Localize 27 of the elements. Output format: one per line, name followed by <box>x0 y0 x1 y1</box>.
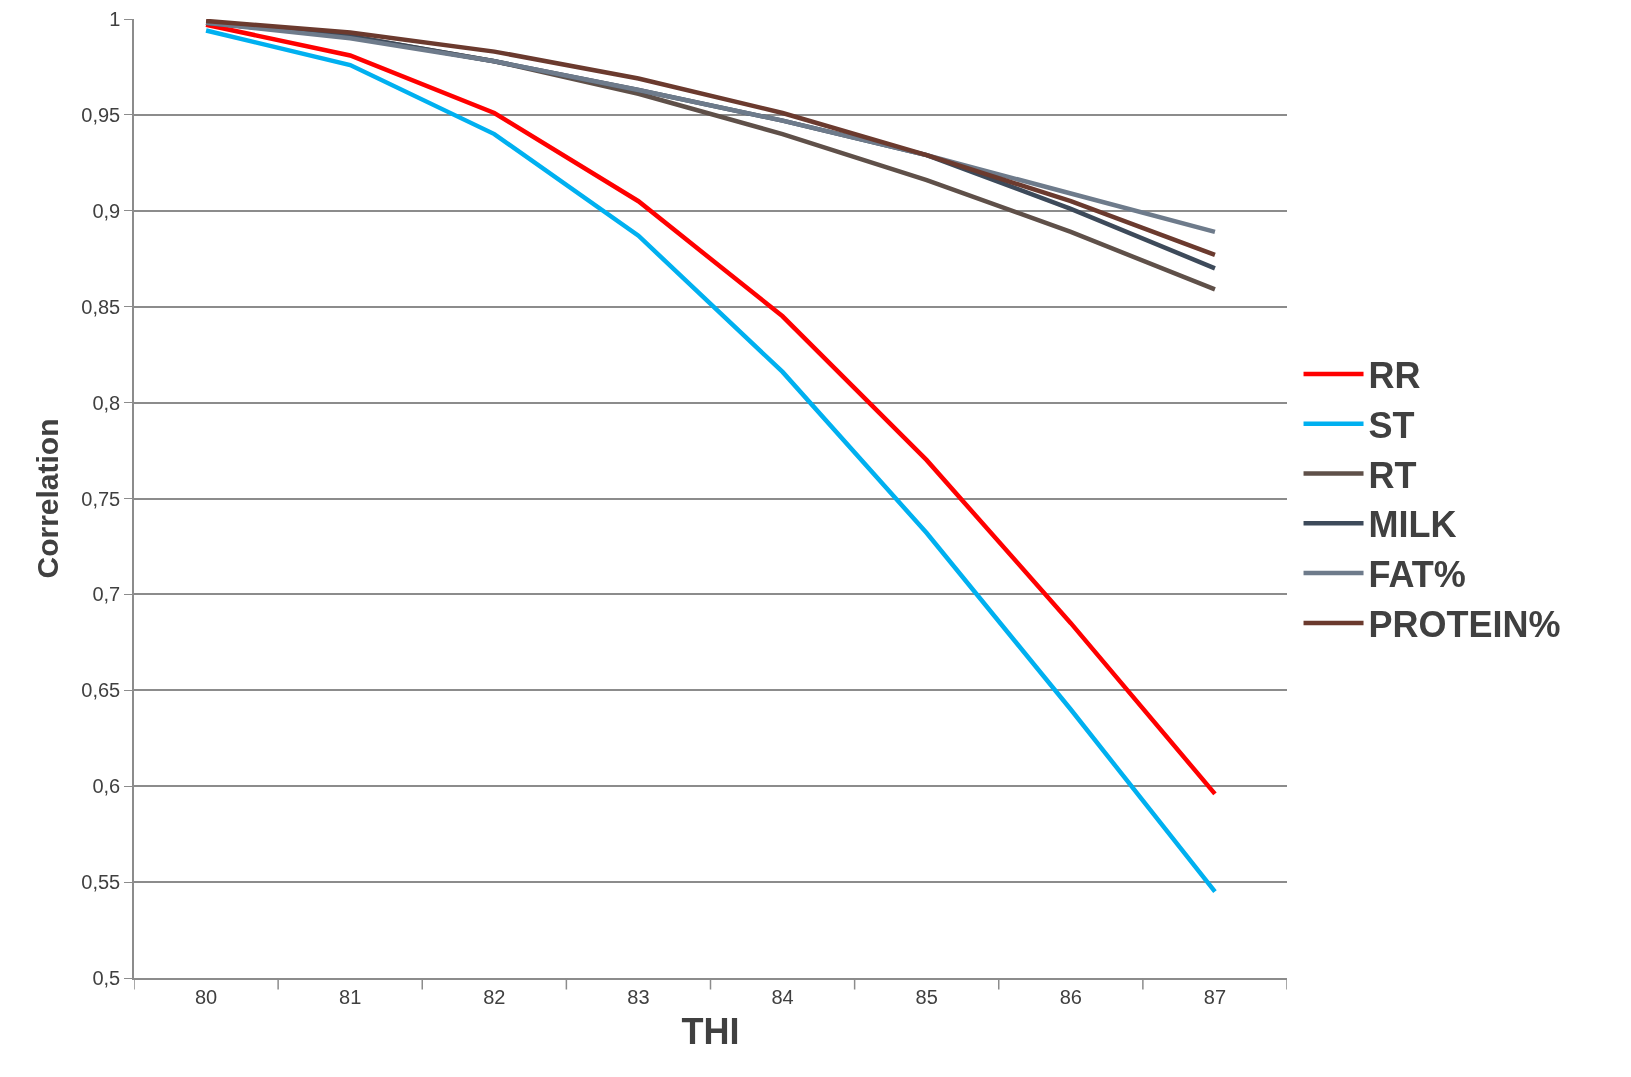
x-tick-label: 87 <box>1203 985 1227 1008</box>
x-tick-label: 81 <box>339 985 362 1008</box>
y-tick-label: 0,6 <box>92 775 121 798</box>
y-tick-label: 0,8 <box>92 391 121 414</box>
y-tick-label: 0,95 <box>81 103 121 126</box>
legend-label: PROTEIN% <box>1368 603 1561 645</box>
x-tick-label: 86 <box>1059 985 1082 1008</box>
y-tick-label: 0,55 <box>81 871 121 894</box>
y-tick-label: 0,65 <box>81 679 121 702</box>
legend-label: RT <box>1368 454 1417 496</box>
x-tick-label: 85 <box>915 985 938 1008</box>
legend-label: MILK <box>1368 504 1457 546</box>
y-tick-label: 0,5 <box>92 967 121 989</box>
x-tick-label: 84 <box>771 985 794 1008</box>
y-tick-label: 1 <box>109 8 121 30</box>
y-tick-label: 0,7 <box>92 583 121 606</box>
legend-label: FAT% <box>1368 554 1466 596</box>
y-axis-title: Correlation <box>30 418 64 579</box>
x-tick-label: 83 <box>627 985 650 1008</box>
legend-label: RR <box>1368 354 1421 396</box>
x-axis-title: THI <box>681 1010 740 1052</box>
y-tick-label: 0,85 <box>81 295 121 318</box>
y-tick-label: 0,75 <box>81 487 121 510</box>
x-tick-label: 80 <box>194 985 218 1008</box>
y-tick-label: 0,9 <box>92 199 121 222</box>
x-tick-label: 82 <box>483 985 506 1008</box>
legend-label: ST <box>1368 404 1415 446</box>
